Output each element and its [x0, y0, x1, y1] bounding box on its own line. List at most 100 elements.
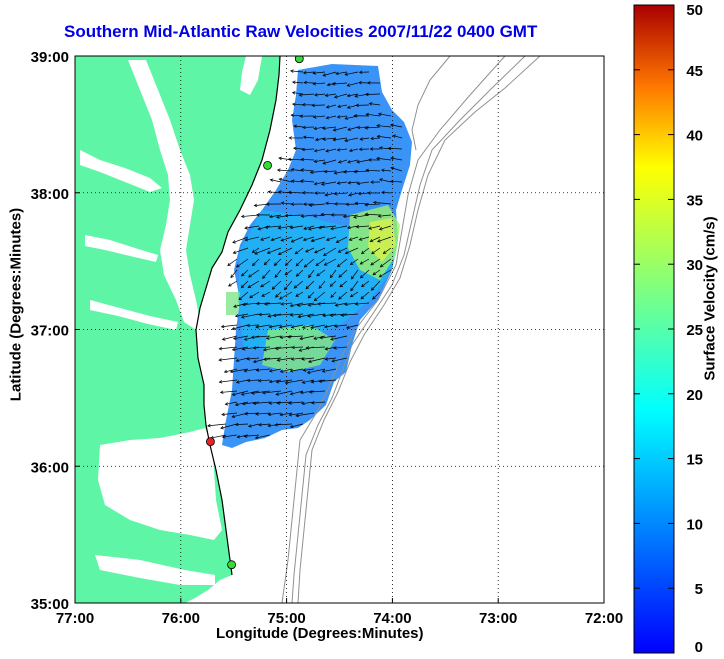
colorbar-tick-label: 45	[686, 63, 703, 80]
colorbar-tick-label: 30	[686, 257, 703, 274]
velocity-arrow	[337, 104, 348, 108]
velocity-arrowhead	[324, 347, 329, 351]
velocity-arrowhead	[268, 324, 273, 329]
velocity-arrow	[228, 280, 238, 287]
bay-inlet	[80, 150, 162, 192]
velocity-arrow	[317, 302, 337, 305]
velocity-arrowhead	[289, 369, 294, 373]
radar-station-marker	[227, 560, 236, 570]
colorbar	[633, 4, 675, 654]
velocity-arrow	[248, 423, 260, 427]
velocity-arrow	[292, 103, 304, 106]
velocity-arrowhead	[347, 127, 351, 131]
velocity-arrowhead	[370, 180, 374, 184]
velocity-arrowhead	[310, 380, 315, 384]
velocity-arrow	[290, 390, 304, 395]
velocity-arrow	[275, 291, 282, 298]
velocity-arrowhead	[288, 413, 293, 417]
velocity-arrowhead	[280, 302, 284, 306]
velocity-arrowhead	[353, 169, 357, 174]
velocity-arrow	[377, 135, 392, 139]
velocity-arrowhead	[258, 423, 262, 427]
velocity-arrowhead	[340, 313, 345, 317]
velocity-arrowhead	[379, 264, 384, 268]
velocity-arrowhead	[325, 105, 330, 109]
velocity-arrow	[310, 324, 326, 329]
velocity-arrowhead	[349, 261, 354, 266]
velocity-arrowhead	[270, 237, 275, 242]
velocity-arrowhead	[368, 102, 373, 106]
velocity-arrowhead	[278, 325, 283, 329]
velocity-arrowhead	[322, 73, 327, 77]
velocity-arrowhead	[312, 81, 317, 86]
velocity-arrow	[300, 180, 315, 183]
velocity-arrow	[308, 269, 315, 278]
velocity-arrow	[225, 401, 238, 405]
velocity-arrowhead	[260, 283, 264, 288]
velocity-arrowhead	[321, 369, 326, 373]
velocity-arrow	[338, 291, 348, 300]
velocity-arrow	[344, 71, 359, 76]
velocity-arrowhead	[300, 157, 305, 162]
velocity-arrowhead	[368, 158, 372, 162]
y-tick-label: 39:00	[31, 49, 69, 66]
velocity-arrow	[221, 412, 238, 415]
velocity-arrowhead	[300, 168, 305, 172]
velocity-arrow	[322, 313, 337, 317]
velocity-arrowhead	[364, 126, 369, 130]
velocity-arrow	[313, 71, 326, 74]
velocity-arrow	[269, 214, 282, 218]
velocity-arrowhead	[262, 391, 266, 395]
velocity-arrowhead	[332, 128, 337, 132]
velocity-arrow	[277, 401, 293, 404]
velocity-arrow	[271, 236, 282, 241]
velocity-arrowhead	[336, 148, 341, 152]
velocity-arrow	[269, 324, 282, 328]
velocity-arrow	[322, 126, 337, 129]
velocity-arrow	[325, 93, 337, 96]
velocity-arrowhead	[326, 82, 331, 87]
velocity-arrow	[285, 379, 304, 384]
radar-station-marker	[263, 160, 272, 170]
velocity-arrowhead	[231, 414, 236, 419]
velocity-arrowhead	[295, 413, 300, 418]
velocity-arrowhead	[218, 380, 223, 384]
velocity-arrowhead	[301, 380, 306, 384]
velocity-arrowhead	[347, 181, 352, 185]
velocity-arrow	[266, 335, 282, 339]
velocity-arrowhead	[265, 202, 270, 206]
velocity-arrowhead	[378, 274, 383, 278]
velocity-arrow	[366, 113, 381, 117]
velocity-arrowhead	[353, 114, 358, 118]
velocity-arrow	[281, 202, 293, 205]
velocity-arrow	[346, 324, 359, 329]
velocity-arrowhead	[329, 274, 334, 279]
velocity-arrow	[321, 181, 337, 185]
velocity-arrowhead	[301, 191, 306, 195]
velocity-arrow	[311, 236, 326, 242]
colorbar-tick-label: 35	[686, 192, 703, 209]
velocity-arrow	[322, 71, 337, 76]
velocity-arrowhead	[267, 423, 272, 428]
velocity-arrowhead	[314, 250, 318, 254]
velocity-arrow	[297, 302, 315, 306]
velocity-arrowhead	[344, 250, 349, 255]
map-title: Southern Mid-Atlantic Raw Velocities 200…	[64, 22, 538, 41]
bay-inlet	[90, 300, 178, 330]
velocity-arrow	[330, 291, 337, 298]
velocity-arrowhead	[290, 202, 295, 206]
velocity-arrowhead	[240, 392, 245, 396]
velocity-arrow	[236, 379, 249, 383]
velocity-arrow	[270, 179, 282, 183]
velocity-arrowhead	[247, 424, 252, 428]
velocity-arrowhead	[333, 171, 338, 175]
velocity-arrowhead	[255, 412, 259, 416]
velocity-arrowhead	[312, 115, 317, 119]
velocity-arrow	[314, 93, 326, 96]
velocity-arrow	[305, 247, 315, 253]
velocity-arrow	[274, 269, 282, 278]
velocity-arrow	[274, 258, 282, 266]
velocity-arrow	[230, 269, 238, 278]
velocity-arrow	[210, 434, 227, 439]
velocity-arrowhead	[364, 212, 369, 217]
